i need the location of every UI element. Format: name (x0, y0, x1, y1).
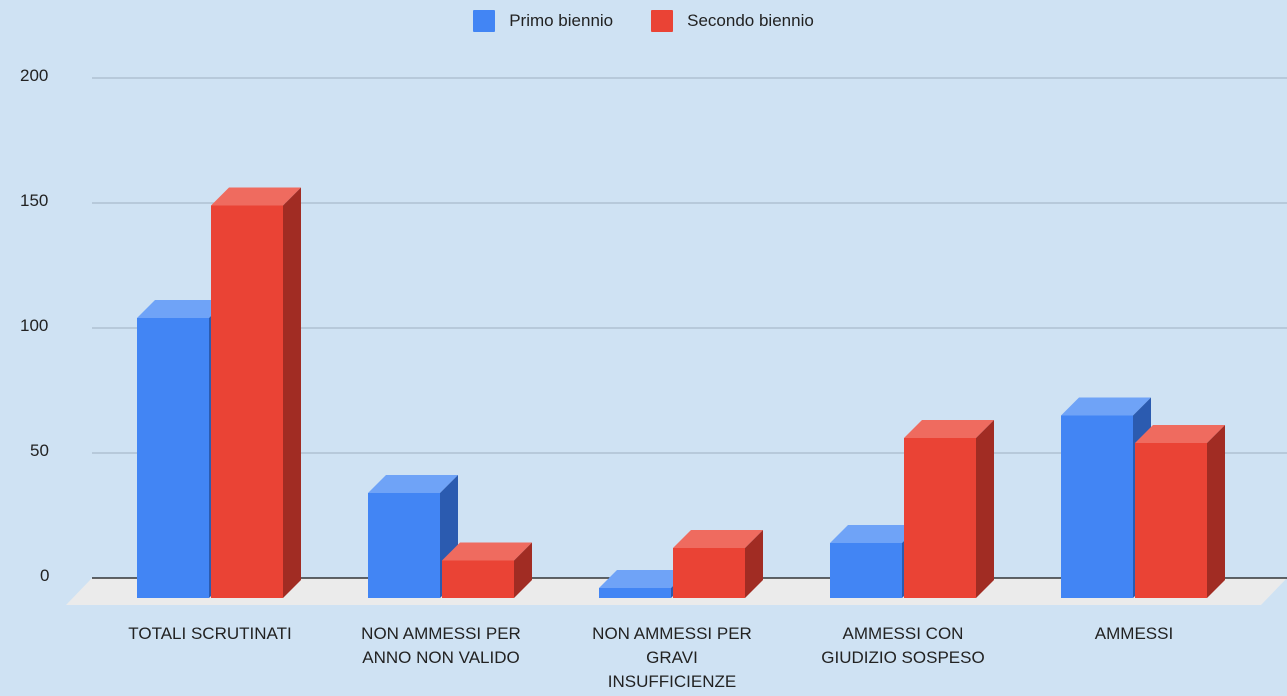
x-label-line: INSUFFICIENZE (607, 672, 737, 691)
y-tick-200: 200 (20, 66, 49, 85)
x-label-line: GIUDIZIO SOSPESO (821, 648, 985, 667)
legend-label-secondo: Secondo biennio (687, 11, 814, 30)
bar-front (211, 205, 283, 598)
bar-front (904, 438, 976, 598)
x-label-line: TOTALI SCRUTINATI (128, 624, 292, 643)
x-label-totali: TOTALI SCRUTINATI (110, 622, 310, 646)
x-label-line: NON AMMESSI PER (592, 624, 752, 643)
x-label-line: AMMESSI CON (842, 624, 964, 643)
bar-front (137, 318, 209, 598)
bar-top (442, 542, 532, 561)
x-label-line: GRAVI (646, 648, 698, 667)
bar-side (514, 542, 532, 598)
bar-front (1061, 415, 1133, 598)
x-label-line: NON AMMESSI PER (361, 624, 521, 643)
x-label-non-ammessi-anno: NON AMMESSI PER ANNO NON VALIDO (341, 622, 541, 670)
bar-front (830, 543, 902, 598)
y-tick-150: 150 (20, 191, 49, 210)
bar-top (599, 570, 689, 588)
bar-top (1061, 397, 1151, 416)
bar-top (211, 187, 301, 206)
bar-front (599, 588, 671, 598)
legend: Primo biennio Secondo biennio (0, 10, 1287, 32)
bar-side (745, 530, 763, 598)
y-tick-50: 50 (30, 441, 49, 460)
legend-swatch-secondo (651, 10, 674, 32)
y-tick-100: 100 (20, 316, 49, 335)
bar-top (368, 475, 458, 493)
bar-front (1135, 443, 1207, 598)
bar-top (904, 420, 994, 438)
bar-top (830, 525, 920, 543)
legend-swatch-primo (473, 10, 496, 32)
legend-label-primo: Primo biennio (509, 11, 614, 30)
bar-side (1207, 425, 1225, 598)
x-label-ammessi: AMMESSI (1034, 622, 1234, 646)
bar-front (442, 560, 514, 598)
x-label-line: ANNO NON VALIDO (362, 648, 520, 667)
y-tick-0: 0 (40, 566, 50, 585)
x-label-non-ammessi-gravi: NON AMMESSI PER GRAVI INSUFFICIENZE (572, 622, 772, 694)
legend-item-secondo[interactable]: Secondo biennio (651, 10, 814, 32)
bar-front (673, 548, 745, 598)
bar-front (368, 493, 440, 598)
bar-top (1135, 425, 1225, 443)
bar-side (976, 420, 994, 598)
bar-side (283, 187, 301, 598)
x-label-line: AMMESSI (1094, 624, 1174, 643)
legend-item-primo[interactable]: Primo biennio (473, 10, 613, 32)
x-label-ammessi-sospeso: AMMESSI CON GIUDIZIO SOSPESO (803, 622, 1003, 670)
bar-top (673, 530, 763, 548)
bar-top (137, 300, 227, 318)
